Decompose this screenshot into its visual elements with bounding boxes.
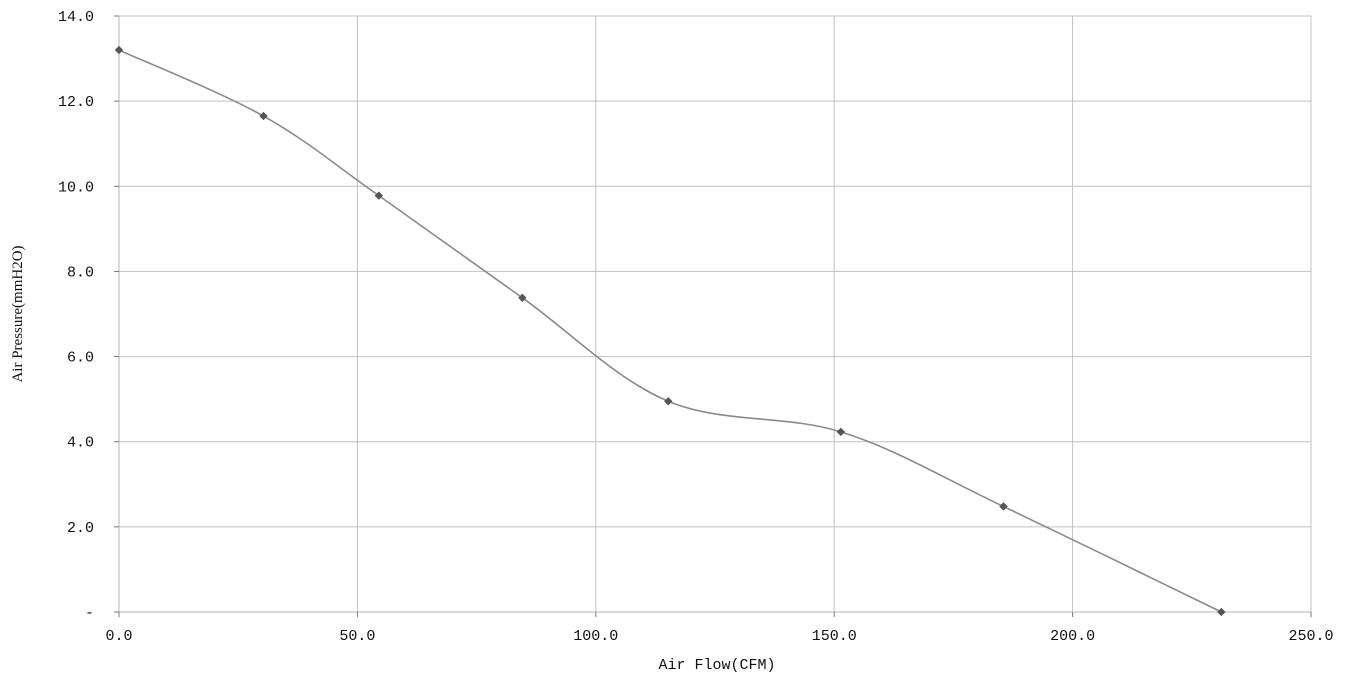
axis-layer: [114, 15, 1312, 617]
x-tick-label: 0.0: [105, 628, 132, 645]
y-tick-label: 10.0: [58, 179, 94, 196]
x-axis-title: Air Flow(CFM): [658, 657, 775, 674]
data-point-marker: [663, 396, 673, 406]
y-tick-label: 8.0: [67, 264, 94, 281]
x-tick-label: 50.0: [339, 628, 375, 645]
data-point-marker: [259, 111, 268, 121]
x-tick-label: 100.0: [573, 628, 618, 645]
label-layer: 0.0 50.0 100.0 150.0 200.0 250.0 - 2.0 4.0 6.0 8.0…: [58, 9, 1334, 645]
y-tick-label: -: [85, 605, 94, 622]
y-tick-label: 2.0: [67, 520, 94, 537]
y-tick-label: 4.0: [67, 435, 94, 452]
x-tick-label: 250.0: [1288, 628, 1333, 645]
y-tick-label: 6.0: [67, 350, 94, 367]
data-point-marker: [999, 502, 1008, 511]
series-line: [118, 49, 1223, 613]
grid-layer: [118, 15, 1312, 613]
data-point-marker: [518, 293, 527, 303]
data-point-marker: [374, 191, 384, 200]
x-tick-label: 200.0: [1050, 628, 1095, 645]
y-tick-label: 12.0: [58, 94, 94, 111]
data-point-marker: [1217, 607, 1226, 617]
y-tick-label: 14.0: [58, 9, 94, 26]
data-point-marker: [836, 427, 846, 437]
y-axis-title: Air Pressure(mmH2O): [10, 245, 26, 382]
data-point-marker: [114, 45, 124, 55]
series-layer: [114, 45, 1226, 617]
x-tick-label: 150.0: [812, 628, 857, 645]
